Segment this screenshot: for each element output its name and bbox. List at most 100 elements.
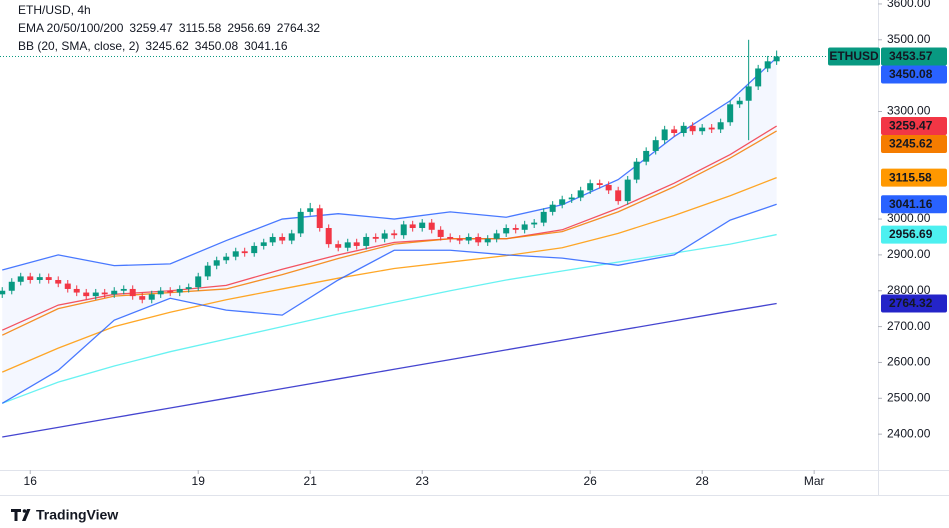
candle-body [680, 125, 687, 134]
candle-body [549, 204, 556, 212]
candle-body [279, 236, 286, 241]
logo-dot [22, 509, 27, 513]
band-fill [2, 57, 777, 404]
legend-name: BB (20, SMA, close, 2) [18, 39, 139, 53]
candle-body [773, 56, 780, 62]
candle-body [167, 290, 174, 293]
y-tick-label: 2600.00 [887, 355, 931, 369]
symbol-label: ETHUSD [829, 49, 879, 63]
y-tick-label: 2500.00 [887, 390, 931, 404]
candle-body [45, 277, 52, 280]
logo [11, 509, 31, 521]
x-tick-label: 26 [584, 474, 598, 488]
price-label-box [881, 294, 947, 313]
price-label: 3115.58 [889, 170, 932, 184]
legend: ETH/USD, 4h EMA 20/50/100/200 3259.47 3115… [18, 3, 320, 53]
candle-body [139, 296, 146, 300]
candle-body [27, 276, 34, 280]
candle-body [708, 127, 715, 130]
candle-body [643, 150, 650, 162]
candle-body [251, 245, 258, 254]
candle-body [335, 244, 342, 248]
indicator-line [2, 302, 777, 438]
x-tick-label: 23 [416, 474, 430, 488]
candle-body [465, 236, 472, 241]
legend-value: 3450.08 [195, 39, 239, 53]
candle-body [55, 279, 62, 284]
candle-body [372, 236, 379, 239]
candle-body [391, 233, 398, 236]
price-label-box [881, 117, 947, 136]
candle-body [503, 228, 510, 234]
x-tick-label: 21 [304, 474, 318, 488]
price-label-box [881, 47, 947, 66]
candle-body [353, 242, 360, 246]
candle-body [671, 129, 678, 134]
price-label-box [881, 195, 947, 214]
candle-body [559, 199, 566, 205]
candle-body [577, 190, 584, 198]
price-label: 3450.08 [889, 67, 933, 81]
candle-body [120, 288, 127, 291]
price-label-box [881, 65, 947, 84]
candle-body [73, 288, 80, 293]
x-tick-label: Mar [804, 474, 825, 488]
candle-body [204, 265, 211, 277]
candle-body [745, 86, 752, 101]
candle-body [148, 294, 155, 300]
price-label: 3453.57 [889, 49, 933, 63]
candle-body [269, 236, 276, 243]
candle-body [241, 251, 248, 254]
candle-body [475, 236, 482, 243]
candle-body [568, 197, 575, 200]
candle-body [493, 233, 500, 239]
y-tick-label: 2700.00 [887, 319, 931, 333]
candle-body [521, 224, 528, 230]
candle-body [232, 251, 239, 257]
legend-value: 3115.58 [179, 21, 222, 35]
branding: TradingView [11, 507, 118, 523]
indicator-line [2, 233, 777, 404]
price-label-box [881, 168, 947, 187]
price-label: 2764.32 [889, 296, 933, 310]
price-label: 3259.47 [889, 119, 933, 133]
y-tick-label: 2900.00 [887, 247, 931, 261]
candle-body [17, 276, 24, 282]
y-tick-label: 3300.00 [887, 104, 931, 118]
candle-body [661, 129, 668, 141]
candle-body [531, 222, 538, 225]
legend-value: 2956.69 [227, 21, 271, 35]
candle-body [101, 292, 108, 295]
candle-body [157, 290, 164, 295]
candle-body [195, 276, 202, 288]
candle-body [615, 190, 622, 202]
candle-body [223, 256, 230, 261]
candle-body [400, 224, 407, 236]
price-label: 3245.62 [889, 137, 933, 151]
candle-body [344, 242, 351, 248]
candle-body [484, 238, 491, 243]
price-label: 3041.16 [889, 197, 933, 211]
candle-body [540, 211, 547, 223]
candle-body [624, 179, 631, 202]
indicator-line [1, 177, 777, 373]
candle-body [419, 222, 426, 229]
candle-body [185, 287, 192, 289]
candle-body [409, 224, 416, 229]
legend-title: ETH/USD, 4h [18, 3, 91, 17]
plot-area [0, 39, 878, 438]
candle-body [0, 290, 6, 295]
price-labels: 3453.57 ETHUSD 3259.47 3115.58 2956.69 2764.3… [828, 47, 947, 313]
legend-value: 3245.62 [145, 39, 189, 53]
candle-body [129, 288, 136, 297]
y-tick-label: 3000.00 [887, 211, 931, 225]
price-label-box [881, 225, 947, 244]
candle-body [64, 283, 71, 289]
candle-body [363, 236, 370, 246]
candle-body [307, 208, 314, 212]
price-label: 2956.69 [889, 227, 933, 241]
candle-body [428, 222, 435, 230]
candle-body [689, 125, 696, 132]
